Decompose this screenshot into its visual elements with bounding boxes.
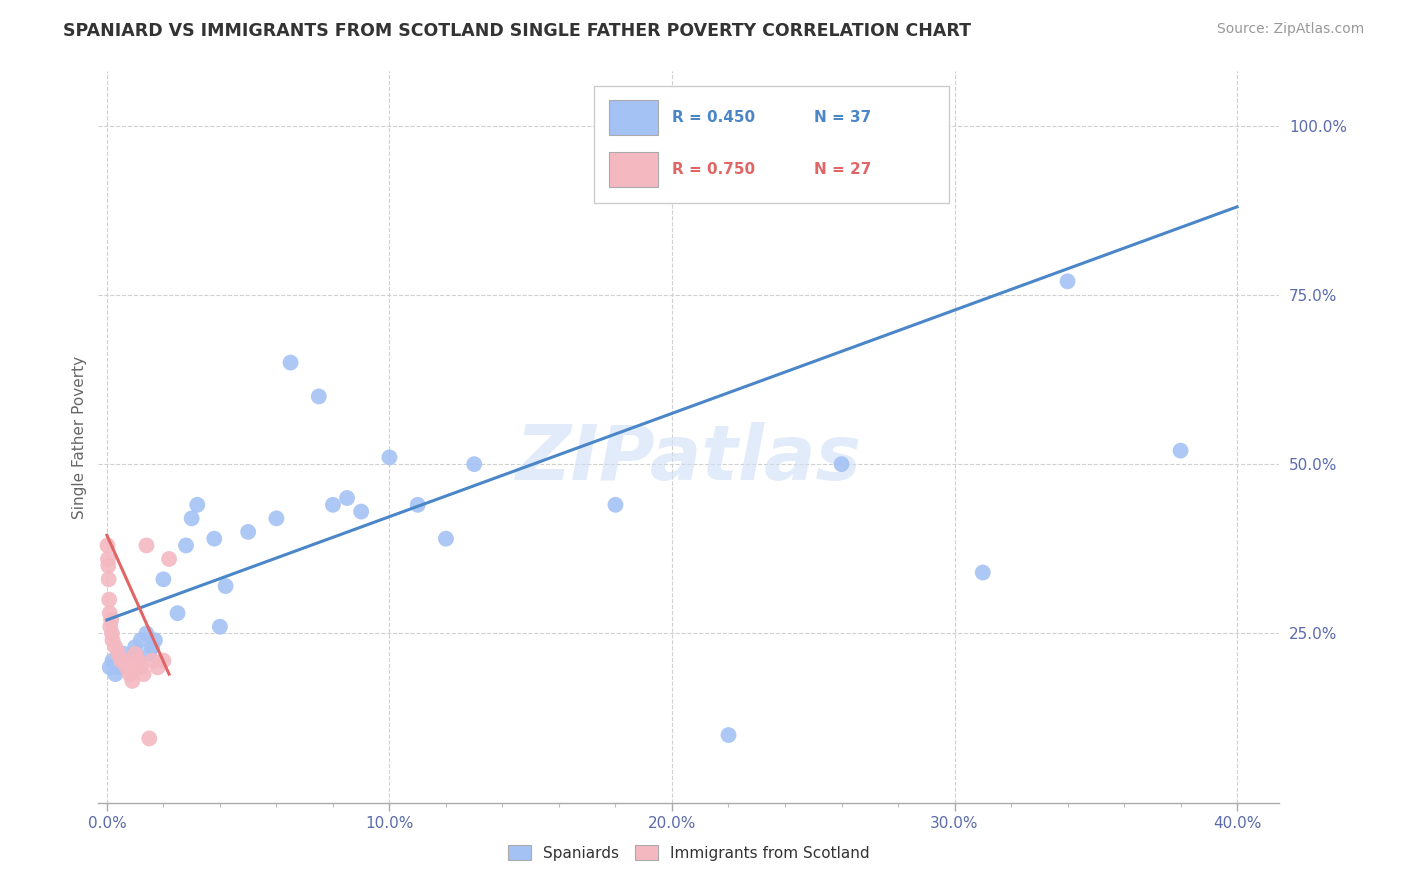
Point (238, 524, 260, 539)
Point (717, 728, 740, 742)
Point (101, 654, 124, 668)
Point (110, 654, 132, 668)
Point (110, 654, 132, 668)
Point (1056, 274, 1078, 288)
Point (214, 579, 236, 593)
Point (378, 450, 401, 465)
Point (463, 457, 485, 471)
Text: Source: ZipAtlas.com: Source: ZipAtlas.com (1216, 22, 1364, 37)
Point (97, 572, 120, 586)
Point (104, 667, 127, 681)
Point (208, 620, 231, 634)
Point (972, 566, 994, 580)
Point (308, 389, 330, 403)
Point (121, 673, 143, 688)
Point (112, 654, 135, 668)
Point (98, 592, 121, 607)
Legend: Spaniards, Immigrants from Scotland: Spaniards, Immigrants from Scotland (501, 837, 877, 868)
Point (97, 558, 120, 573)
Point (186, 498, 208, 512)
Point (138, 647, 160, 661)
Point (1170, 443, 1192, 458)
Point (141, 640, 163, 654)
Point (107, 647, 129, 661)
Point (350, 505, 373, 519)
Point (141, 654, 163, 668)
Point (129, 633, 152, 648)
Point (127, 654, 149, 668)
Point (280, 355, 302, 369)
Point (152, 654, 174, 668)
Point (112, 647, 135, 661)
Point (104, 640, 127, 654)
Point (135, 538, 157, 552)
Point (180, 511, 202, 525)
Point (166, 606, 188, 620)
Point (101, 626, 124, 640)
Point (138, 731, 160, 746)
Point (322, 498, 344, 512)
Point (97, 552, 120, 566)
Point (98, 620, 121, 634)
Point (406, 498, 429, 512)
Point (98, 606, 121, 620)
Point (152, 572, 174, 586)
Y-axis label: Single Father Poverty: Single Father Poverty (72, 356, 87, 518)
Point (129, 660, 152, 674)
Point (146, 660, 169, 674)
Text: ZIPatlas: ZIPatlas (516, 422, 862, 496)
Point (124, 647, 146, 661)
Point (101, 633, 124, 648)
Point (605, 498, 627, 512)
Text: SPANIARD VS IMMIGRANTS FROM SCOTLAND SINGLE FATHER POVERTY CORRELATION CHART: SPANIARD VS IMMIGRANTS FROM SCOTLAND SIN… (63, 22, 972, 40)
Point (202, 532, 225, 546)
Point (100, 613, 122, 627)
Point (98, 660, 121, 674)
Point (266, 511, 288, 525)
Point (174, 538, 197, 552)
Point (336, 491, 359, 505)
Point (831, 457, 853, 471)
Point (124, 640, 146, 654)
Point (157, 552, 180, 566)
Point (135, 626, 157, 640)
Point (115, 660, 138, 674)
Point (132, 667, 155, 681)
Point (434, 532, 457, 546)
Point (96, 538, 118, 552)
Point (118, 667, 141, 681)
Point (143, 633, 166, 648)
Point (107, 660, 129, 674)
